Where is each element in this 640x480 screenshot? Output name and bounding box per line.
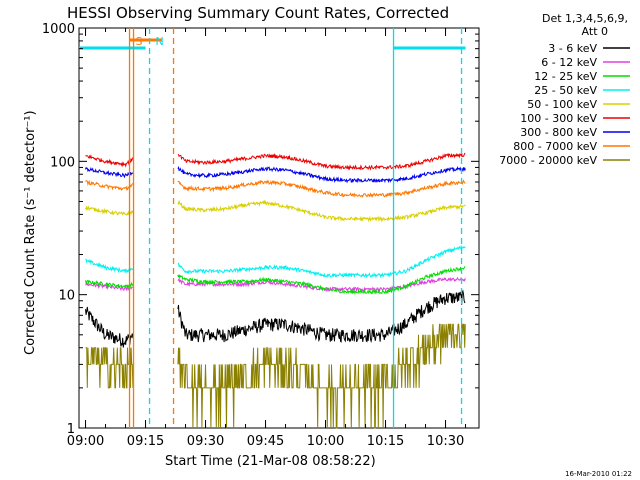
x-tick-label: 10:30 xyxy=(427,434,464,449)
marker-label: N xyxy=(156,35,164,48)
series-line xyxy=(177,165,466,184)
plot-area xyxy=(78,27,480,429)
x-tick-label: 09:15 xyxy=(127,434,164,449)
legend-entry-label: 800 - 7000 keV xyxy=(513,140,597,153)
timestamp: 16-Mar-2010 01:22 xyxy=(565,470,632,478)
axis-layer: 1 10 100 1000 09:00 09:15 09:30 09:45 10:00 10:15… xyxy=(42,22,479,449)
marker-label: S xyxy=(136,35,143,48)
y-tick-label: 1 xyxy=(67,422,75,437)
legend-entry-label: 3 - 6 keV xyxy=(548,42,597,55)
legend-entry-label: 7000 - 20000 keV xyxy=(499,154,597,167)
x-tick-label: 09:00 xyxy=(67,434,104,449)
legend-entry-label: 25 - 50 keV xyxy=(534,84,597,97)
series-line xyxy=(85,166,134,179)
y-tick-label: 1000 xyxy=(42,22,75,37)
series-line xyxy=(177,179,466,199)
legend-entry-label: 100 - 300 keV xyxy=(520,112,597,125)
y-tick-label: 100 xyxy=(50,155,75,170)
x-axis-label: Start Time (21-Mar-08 08:58:22) xyxy=(165,454,376,469)
x-tick-label: 10:00 xyxy=(307,434,344,449)
series-line xyxy=(177,323,466,429)
legend-entry-label: 50 - 100 keV xyxy=(527,98,597,111)
series-line xyxy=(85,280,134,290)
plot-frame xyxy=(78,27,480,429)
series-line xyxy=(177,199,466,223)
series-line xyxy=(177,152,466,171)
legend-entry-label: 6 - 12 keV xyxy=(541,56,597,69)
x-tick-label: 10:15 xyxy=(367,434,404,449)
legend-entry-label: 12 - 25 keV xyxy=(534,70,597,83)
series-line xyxy=(177,289,466,344)
series-line xyxy=(85,347,134,389)
series-line xyxy=(85,258,134,274)
legend-header-line2: Att 0 xyxy=(582,25,608,38)
x-tick-label: 09:45 xyxy=(247,434,284,449)
legend-entry-label: 300 - 800 keV xyxy=(520,126,597,139)
series-line xyxy=(177,244,466,279)
chart-title: HESSI Observing Summary Count Rates, Cor… xyxy=(67,4,449,22)
y-tick-label: 10 xyxy=(58,289,75,304)
x-tick-label: 09:30 xyxy=(187,434,224,449)
y-axis-label: Corrected Count Rate (s⁻¹ detector⁻¹) xyxy=(23,110,38,355)
series-line xyxy=(85,205,134,216)
series-line xyxy=(177,265,466,295)
series-line xyxy=(85,306,134,348)
series-layer xyxy=(85,152,466,429)
series-line xyxy=(85,179,134,191)
legend-header-line1: Det 1,3,4,5,6,9, xyxy=(542,12,628,25)
series-line xyxy=(85,154,134,168)
